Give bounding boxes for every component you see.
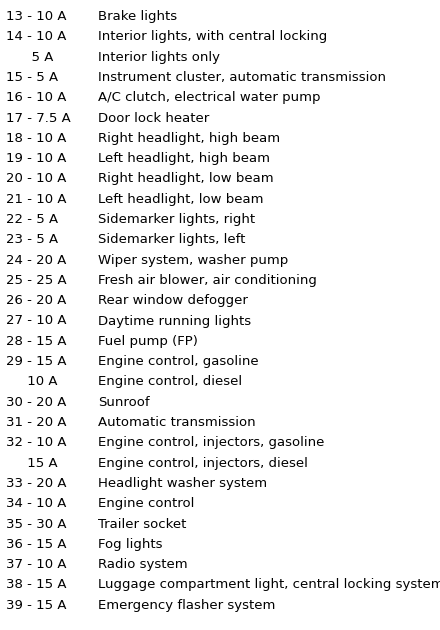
Text: Luggage compartment light, central locking system: Luggage compartment light, central locki… [98, 578, 440, 592]
Text: 10 A: 10 A [6, 375, 58, 389]
Text: 27 - 10 A: 27 - 10 A [6, 314, 66, 328]
Text: 39 - 15 A: 39 - 15 A [6, 598, 66, 612]
Text: Headlight washer system: Headlight washer system [98, 477, 267, 490]
Text: Sidemarker lights, left: Sidemarker lights, left [98, 233, 246, 246]
Text: 24 - 20 A: 24 - 20 A [6, 254, 66, 266]
Text: 22 - 5 A: 22 - 5 A [6, 213, 58, 226]
Text: 18 - 10 A: 18 - 10 A [6, 132, 66, 145]
Text: 32 - 10 A: 32 - 10 A [6, 437, 66, 449]
Text: Radio system: Radio system [98, 558, 187, 571]
Text: Trailer socket: Trailer socket [98, 517, 187, 530]
Text: Left headlight, low beam: Left headlight, low beam [98, 193, 264, 206]
Text: Engine control, injectors, diesel: Engine control, injectors, diesel [98, 457, 308, 469]
Text: Instrument cluster, automatic transmission: Instrument cluster, automatic transmissi… [98, 71, 386, 84]
Text: 36 - 15 A: 36 - 15 A [6, 538, 66, 551]
Text: Right headlight, low beam: Right headlight, low beam [98, 173, 274, 185]
Text: Automatic transmission: Automatic transmission [98, 416, 256, 429]
Text: 14 - 10 A: 14 - 10 A [6, 30, 66, 43]
Text: 25 - 25 A: 25 - 25 A [6, 274, 66, 287]
Text: 29 - 15 A: 29 - 15 A [6, 355, 66, 368]
Text: 15 A: 15 A [6, 457, 58, 469]
Text: Door lock heater: Door lock heater [98, 112, 209, 125]
Text: Wiper system, washer pump: Wiper system, washer pump [98, 254, 288, 266]
Text: Sidemarker lights, right: Sidemarker lights, right [98, 213, 255, 226]
Text: 38 - 15 A: 38 - 15 A [6, 578, 66, 592]
Text: 28 - 15 A: 28 - 15 A [6, 335, 66, 348]
Text: 23 - 5 A: 23 - 5 A [6, 233, 58, 246]
Text: Right headlight, high beam: Right headlight, high beam [98, 132, 280, 145]
Text: 37 - 10 A: 37 - 10 A [6, 558, 66, 571]
Text: Fog lights: Fog lights [98, 538, 162, 551]
Text: 16 - 10 A: 16 - 10 A [6, 91, 66, 104]
Text: 30 - 20 A: 30 - 20 A [6, 396, 66, 409]
Text: Fresh air blower, air conditioning: Fresh air blower, air conditioning [98, 274, 317, 287]
Text: Emergency flasher system: Emergency flasher system [98, 598, 275, 612]
Text: Brake lights: Brake lights [98, 10, 177, 23]
Text: Engine control, diesel: Engine control, diesel [98, 375, 242, 389]
Text: 5 A: 5 A [6, 50, 53, 64]
Text: A/C clutch, electrical water pump: A/C clutch, electrical water pump [98, 91, 320, 104]
Text: 35 - 30 A: 35 - 30 A [6, 517, 66, 530]
Text: Engine control, injectors, gasoline: Engine control, injectors, gasoline [98, 437, 324, 449]
Text: 31 - 20 A: 31 - 20 A [6, 416, 66, 429]
Text: Interior lights, with central locking: Interior lights, with central locking [98, 30, 327, 43]
Text: 20 - 10 A: 20 - 10 A [6, 173, 66, 185]
Text: 34 - 10 A: 34 - 10 A [6, 497, 66, 510]
Text: Left headlight, high beam: Left headlight, high beam [98, 152, 270, 165]
Text: 26 - 20 A: 26 - 20 A [6, 294, 66, 307]
Text: 21 - 10 A: 21 - 10 A [6, 193, 66, 206]
Text: Interior lights only: Interior lights only [98, 50, 220, 64]
Text: 13 - 10 A: 13 - 10 A [6, 10, 66, 23]
Text: Fuel pump (FP): Fuel pump (FP) [98, 335, 198, 348]
Text: Engine control: Engine control [98, 497, 194, 510]
Text: 15 - 5 A: 15 - 5 A [6, 71, 58, 84]
Text: Sunroof: Sunroof [98, 396, 150, 409]
Text: Daytime running lights: Daytime running lights [98, 314, 251, 328]
Text: 17 - 7.5 A: 17 - 7.5 A [6, 112, 71, 125]
Text: Rear window defogger: Rear window defogger [98, 294, 248, 307]
Text: 19 - 10 A: 19 - 10 A [6, 152, 66, 165]
Text: Engine control, gasoline: Engine control, gasoline [98, 355, 259, 368]
Text: 33 - 20 A: 33 - 20 A [6, 477, 66, 490]
